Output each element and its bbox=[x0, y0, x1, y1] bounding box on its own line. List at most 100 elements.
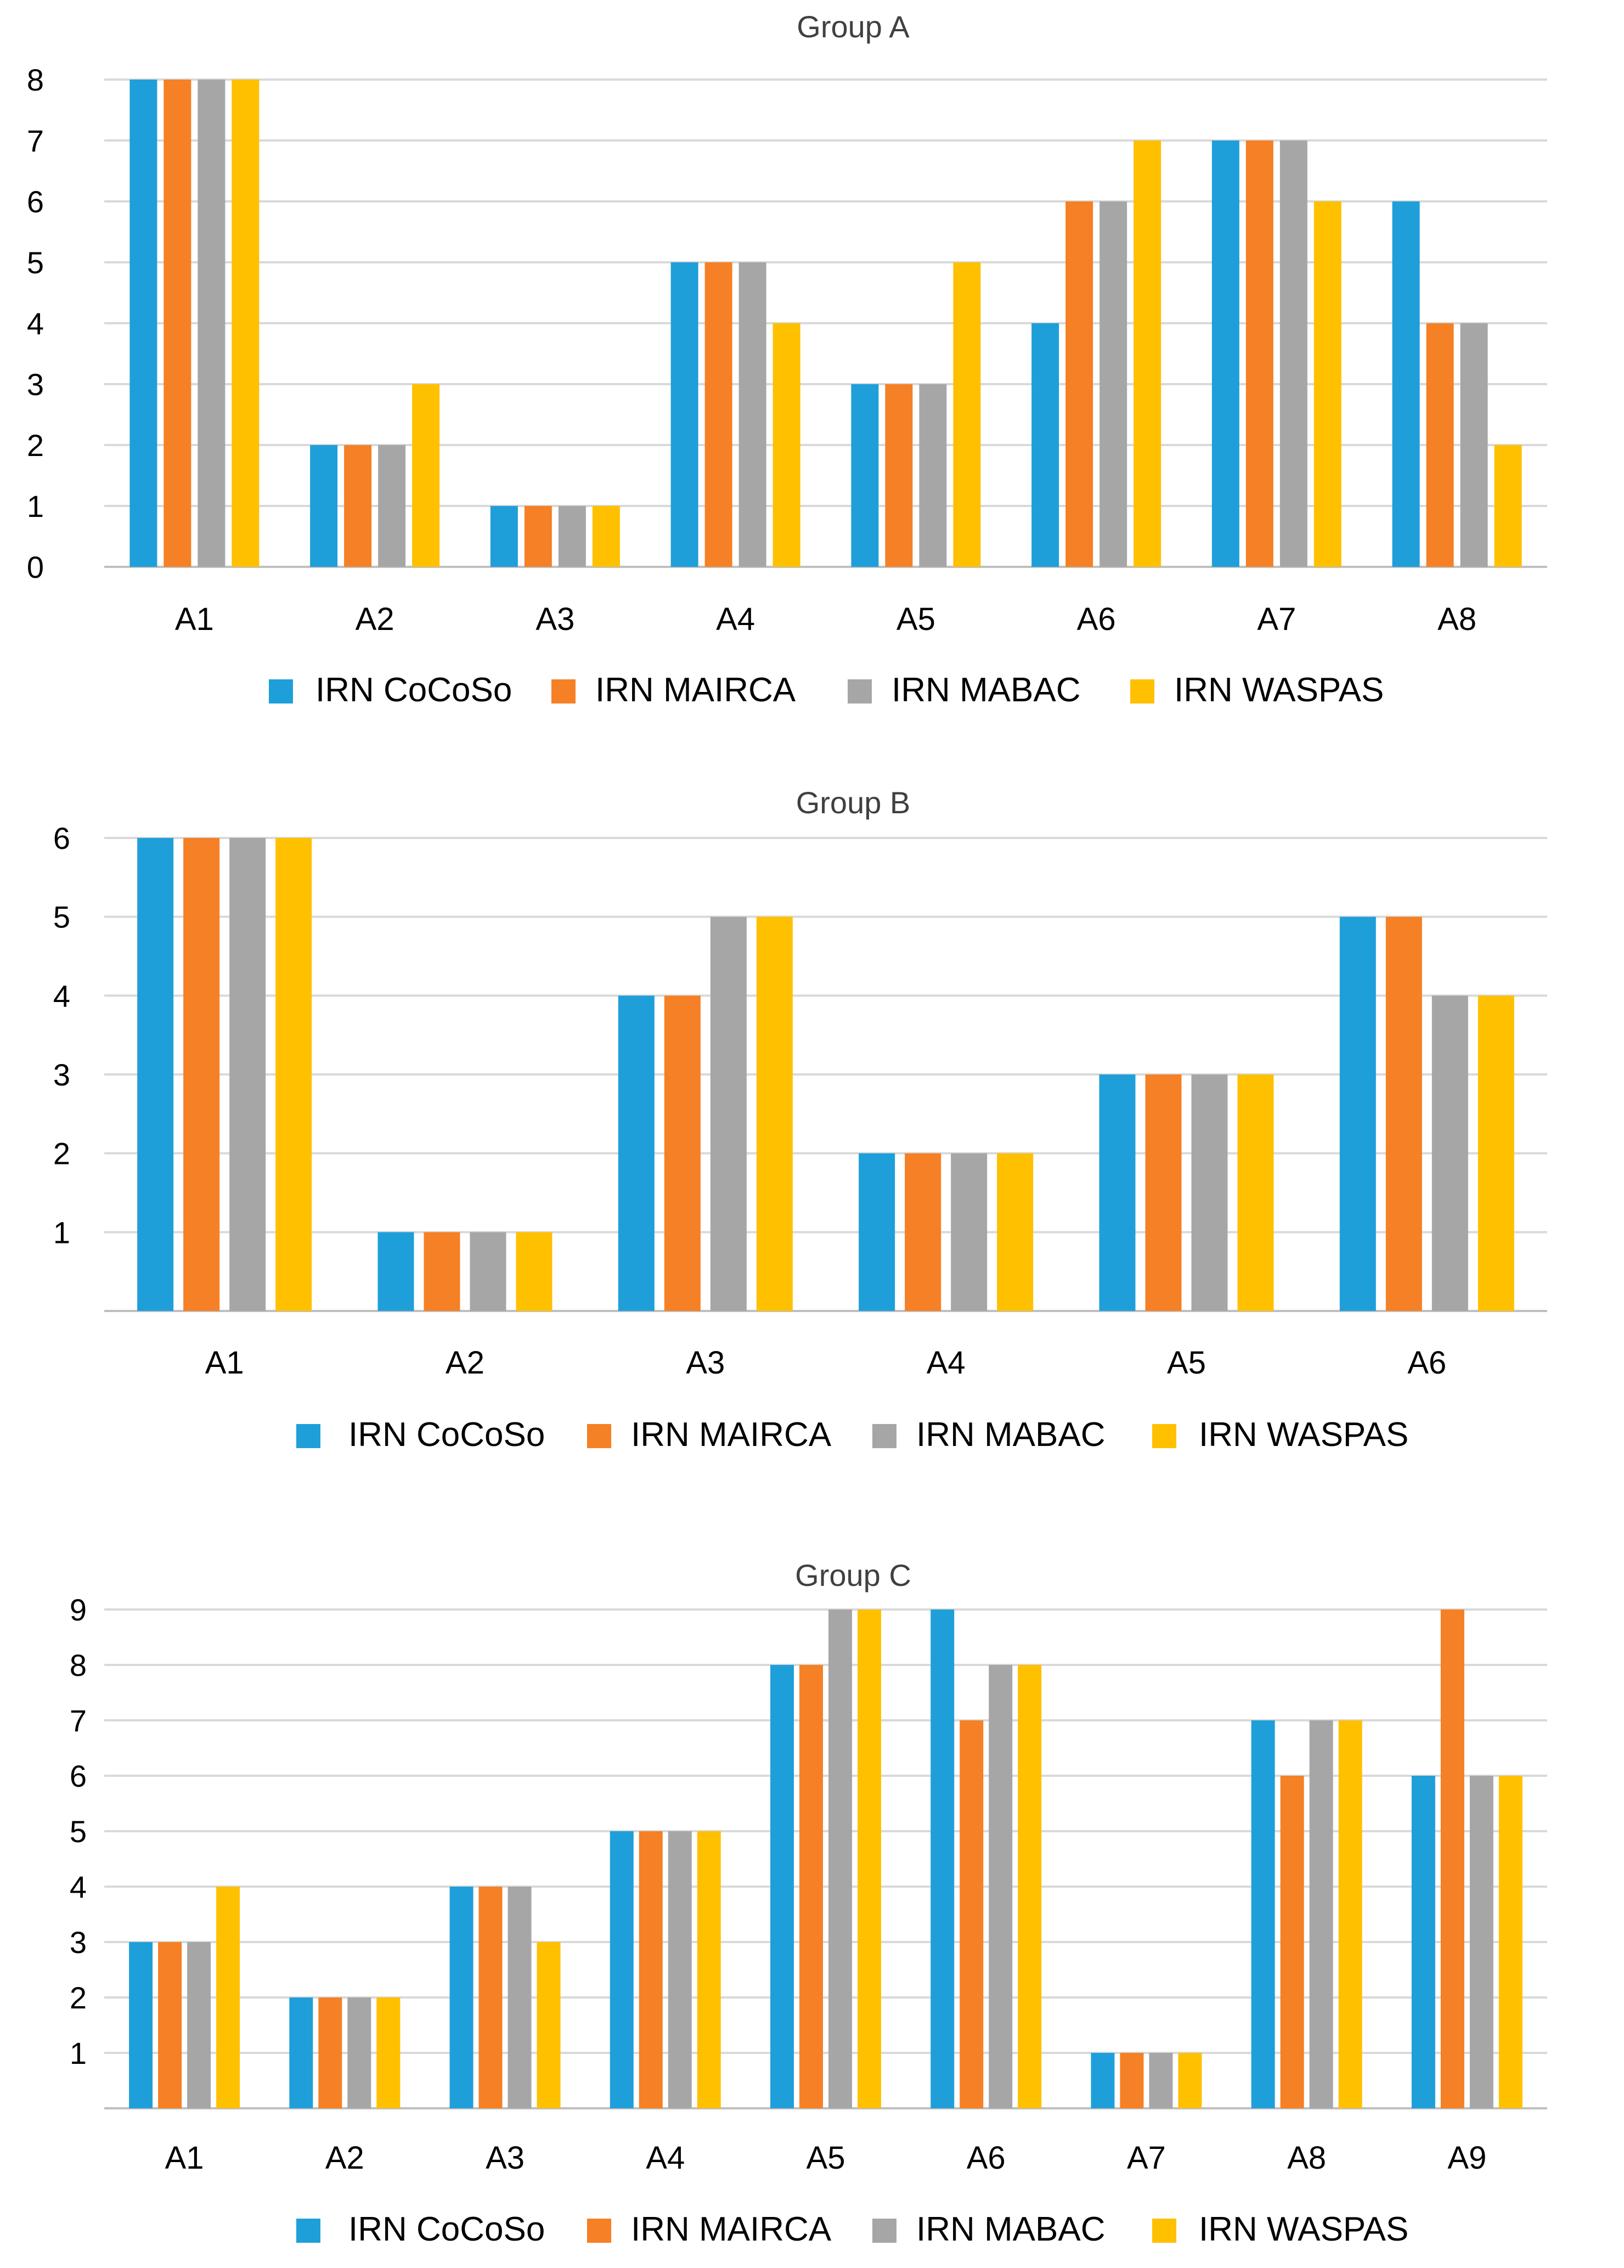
legend-swatch bbox=[872, 2219, 896, 2243]
bar-a8-irn-cocoso bbox=[1251, 1720, 1275, 2108]
chart-2: Group B 1 2 3 4 5 6 A1 A2 A3 A4 A5 A6 IRN CoCoSo IRN M… bbox=[53, 785, 1547, 1454]
legend-swatch bbox=[587, 1424, 611, 1448]
bar-a9-irn-cocoso bbox=[1411, 1776, 1435, 2108]
bar-a1-irn-mairca bbox=[183, 838, 220, 1311]
y-tick-label: 1 bbox=[70, 2036, 87, 2070]
bar-a8-irn-waspas bbox=[1494, 445, 1522, 567]
bar-a7-irn-waspas bbox=[1313, 201, 1341, 567]
y-tick-label: 7 bbox=[70, 1703, 87, 1738]
bar-a2-irn-mabac bbox=[347, 1997, 371, 2108]
x-tick-label: A6 bbox=[1077, 601, 1116, 637]
bar-a6-irn-mabac bbox=[1099, 201, 1127, 567]
bar-a9-irn-mairca bbox=[1440, 1609, 1464, 2108]
x-tick-label: A5 bbox=[896, 601, 935, 637]
legend-label: IRN CoCoSo bbox=[348, 1416, 545, 1454]
bar-a1-irn-mabac bbox=[187, 1942, 211, 2108]
legend-label: IRN MABAC bbox=[916, 1416, 1105, 1454]
bar-a6-irn-cocoso bbox=[1339, 916, 1376, 1311]
y-tick-label: 5 bbox=[27, 245, 44, 280]
y-tick-label: 9 bbox=[70, 1592, 87, 1627]
bar-a4-irn-mabac bbox=[951, 1153, 988, 1311]
bar-a1-irn-cocoso bbox=[137, 838, 174, 1311]
bar-a8-irn-cocoso bbox=[1392, 201, 1420, 567]
legend-label: IRN WASPAS bbox=[1199, 2210, 1408, 2248]
y-tick-label: 6 bbox=[70, 1759, 87, 1793]
x-tick-label: A2 bbox=[325, 2140, 364, 2176]
bar-a6-irn-waspas bbox=[1018, 1665, 1042, 2108]
bar-a8-irn-waspas bbox=[1338, 1720, 1362, 2108]
bar-a6-irn-waspas bbox=[1478, 995, 1514, 1311]
y-tick-label: 3 bbox=[27, 367, 44, 402]
legend-swatch bbox=[296, 2219, 320, 2243]
y-tick-label: 5 bbox=[70, 1814, 87, 1849]
y-tick-label: 4 bbox=[70, 1870, 87, 1904]
x-tick-label: A7 bbox=[1257, 601, 1296, 637]
bar-a2-irn-cocoso bbox=[310, 445, 338, 567]
legend-label: IRN WASPAS bbox=[1174, 671, 1384, 709]
x-tick-label: A1 bbox=[205, 1345, 244, 1381]
y-tick-label: 2 bbox=[70, 1980, 87, 2015]
bar-a4-irn-cocoso bbox=[859, 1153, 895, 1311]
bar-a5-irn-cocoso bbox=[1099, 1074, 1136, 1311]
legend-swatch bbox=[1152, 1424, 1176, 1448]
bar-a2-irn-mairca bbox=[318, 1997, 342, 2108]
bar-a1-irn-mairca bbox=[158, 1942, 182, 2108]
legend-swatch bbox=[296, 1424, 320, 1448]
bar-a3-irn-cocoso bbox=[618, 995, 655, 1311]
y-tick-label: 3 bbox=[53, 1057, 70, 1092]
bar-a2-irn-mabac bbox=[378, 445, 406, 567]
bar-a2-irn-waspas bbox=[376, 1997, 401, 2108]
bar-a7-irn-mairca bbox=[1120, 2053, 1144, 2108]
bar-a1-irn-mabac bbox=[198, 80, 225, 567]
x-tick-label: A1 bbox=[165, 2140, 204, 2176]
legend-swatch bbox=[1152, 2219, 1176, 2243]
chart-3: Group C 1 2 3 4 5 6 7 8 9 A1 A2 A3 A4 A5 A6 A7 A8 A9 IRN Co… bbox=[70, 1558, 1547, 2248]
y-tick-label: 8 bbox=[27, 63, 44, 97]
bar-a8-irn-mabac bbox=[1309, 1720, 1333, 2108]
legend-label: IRN MAIRCA bbox=[631, 1416, 832, 1454]
x-tick-label: A2 bbox=[446, 1345, 484, 1381]
x-tick-label: A6 bbox=[1407, 1345, 1446, 1381]
bar-a4-irn-waspas bbox=[697, 1831, 721, 2108]
legend-label: IRN CoCoSo bbox=[315, 671, 512, 709]
bar-a7-irn-mairca bbox=[1245, 140, 1273, 567]
legend-label: IRN MABAC bbox=[916, 2210, 1105, 2248]
x-tick-label: A7 bbox=[1127, 2140, 1166, 2176]
bar-a1-irn-mairca bbox=[163, 80, 191, 567]
x-tick-label: A8 bbox=[1437, 601, 1476, 637]
bar-a8-irn-mairca bbox=[1426, 323, 1454, 567]
bar-a6-irn-mairca bbox=[960, 1720, 984, 2108]
legend-label: IRN MABAC bbox=[892, 671, 1080, 709]
x-tick-label: A3 bbox=[486, 2140, 525, 2176]
y-tick-label: 4 bbox=[27, 306, 44, 341]
legend-swatch bbox=[848, 679, 872, 704]
bar-a5-irn-cocoso bbox=[770, 1665, 794, 2108]
bar-a4-irn-mabac bbox=[668, 1831, 692, 2108]
bar-a3-irn-waspas bbox=[756, 916, 793, 1311]
chart-1: Group A 0 1 2 3 4 5 6 7 8 A1 A2 A3 A4 A5 A6 A7 A8 IRN CoCo… bbox=[27, 9, 1547, 709]
bar-a4-irn-mairca bbox=[639, 1831, 663, 2108]
legend-swatch bbox=[1130, 679, 1154, 704]
bar-a7-irn-cocoso bbox=[1211, 140, 1239, 567]
chart-title: Group B bbox=[796, 785, 911, 820]
y-tick-label: 1 bbox=[53, 1215, 70, 1250]
bar-a1-irn-cocoso bbox=[129, 1942, 153, 2108]
bar-a4-irn-mairca bbox=[704, 262, 732, 567]
bar-a9-irn-waspas bbox=[1498, 1776, 1522, 2108]
bar-a5-irn-waspas bbox=[953, 262, 981, 567]
x-tick-label: A4 bbox=[716, 601, 755, 637]
bar-a6-irn-cocoso bbox=[931, 1609, 955, 2108]
legend-label: IRN MAIRCA bbox=[595, 671, 796, 709]
y-tick-label: 4 bbox=[53, 978, 70, 1013]
y-tick-label: 3 bbox=[70, 1925, 87, 1960]
chart-title: Group A bbox=[797, 9, 910, 44]
x-tick-label: A4 bbox=[927, 1345, 966, 1381]
legend-label: IRN MAIRCA bbox=[631, 2210, 832, 2248]
x-tick-label: A3 bbox=[535, 601, 574, 637]
y-tick-label: 5 bbox=[53, 900, 70, 935]
x-tick-label: A3 bbox=[686, 1345, 725, 1381]
bar-a1-irn-waspas bbox=[275, 838, 312, 1311]
bar-a5-irn-waspas bbox=[858, 1609, 881, 2108]
bar-a9-irn-mabac bbox=[1469, 1776, 1493, 2108]
